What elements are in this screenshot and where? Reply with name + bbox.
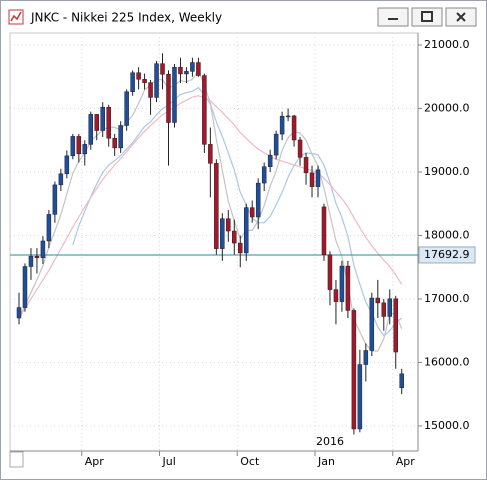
candle-body: [154, 63, 159, 98]
candle-body: [190, 62, 195, 72]
candle-body: [142, 79, 147, 83]
candle-body: [291, 115, 297, 141]
candle-body: [112, 138, 117, 149]
candle-body: [369, 297, 375, 351]
candle-body: [267, 154, 273, 167]
candle-body: [327, 254, 333, 290]
candle-body: [52, 184, 58, 215]
candle-body: [333, 289, 339, 302]
candle-body: [273, 133, 279, 156]
candle-body: [261, 166, 267, 184]
app-icon-graph: [10, 11, 22, 22]
candle-body: [357, 364, 363, 430]
candle-body: [100, 106, 105, 131]
y-tick-label: 21000.0: [424, 38, 470, 51]
candle-body: [297, 139, 303, 158]
y-tick-label: 19000.0: [424, 165, 470, 178]
y-tick-label: 15000.0: [424, 419, 470, 432]
x-tick-label: Jul: [162, 455, 176, 468]
year-label: 2016: [316, 435, 344, 448]
candle-body: [196, 62, 201, 76]
maximize-button[interactable]: [411, 7, 443, 27]
candle-body: [22, 266, 28, 308]
candle-body: [309, 172, 315, 187]
candle-body: [321, 206, 327, 255]
candle-body: [178, 66, 183, 75]
candle-body: [184, 71, 189, 75]
candle-body: [40, 240, 46, 259]
candle-body: [160, 63, 165, 75]
candle-body: [136, 72, 141, 80]
minimize-button[interactable]: [377, 7, 409, 27]
candle-body: [148, 82, 153, 98]
candle-body: [214, 163, 219, 249]
y-tick-label: 20000.0: [424, 101, 470, 114]
candle-body: [130, 72, 135, 92]
candle-body: [166, 74, 171, 123]
candle-body: [249, 207, 255, 218]
candle-body: [172, 66, 177, 123]
close-button[interactable]: [445, 7, 477, 27]
candle-body: [232, 230, 237, 244]
moving-average: [18, 95, 403, 319]
candle-body: [220, 218, 225, 249]
candle-body: [393, 298, 398, 353]
candle-body: [34, 255, 40, 259]
y-tick-label: 18000.0: [424, 228, 470, 241]
candle-body: [208, 144, 213, 164]
candle-body: [46, 214, 52, 242]
candle-body: [76, 136, 82, 155]
candle-body: [345, 265, 351, 311]
candle-body: [58, 173, 64, 186]
scroll-handle[interactable]: [9, 451, 24, 468]
candle-body: [202, 75, 207, 145]
candle-body: [279, 115, 285, 135]
x-tick-label: Oct: [240, 455, 260, 468]
candle-body: [303, 157, 309, 174]
candle-body: [94, 114, 99, 131]
candle-body: [64, 155, 70, 175]
candle-body: [88, 114, 94, 145]
candle-body: [387, 298, 393, 317]
candle-body: [16, 307, 22, 319]
candle-body: [351, 310, 357, 430]
candle-body: [381, 302, 387, 317]
candle-body: [238, 242, 243, 254]
candle-body: [315, 169, 321, 187]
candle-body: [399, 373, 404, 389]
price-label: 17692.9: [424, 248, 470, 261]
candle-body: [106, 106, 111, 139]
candle-body: [339, 265, 345, 302]
candle-body: [285, 115, 291, 118]
moving-average: [72, 86, 403, 337]
y-tick-label: 16000.0: [424, 355, 470, 368]
candle-body: [243, 207, 249, 254]
window-title: JNKC - Nikkei 225 Index, Weekly: [30, 11, 222, 25]
x-tick-label: Jan: [317, 455, 335, 468]
candle-body: [82, 144, 88, 155]
candle-body: [124, 91, 129, 126]
price-label-box: [418, 246, 476, 264]
candle-body: [70, 136, 76, 157]
candle-body: [375, 297, 381, 304]
candle-body: [118, 125, 123, 149]
x-tick-label: Apr: [85, 455, 105, 468]
candle-body: [255, 182, 261, 218]
plot-area: [9, 32, 419, 452]
y-tick-label: 17000.0: [424, 292, 470, 305]
candle-body: [28, 255, 34, 267]
candle-body: [363, 350, 369, 365]
candle-body: [226, 218, 231, 232]
x-tick-label: Apr: [396, 455, 416, 468]
